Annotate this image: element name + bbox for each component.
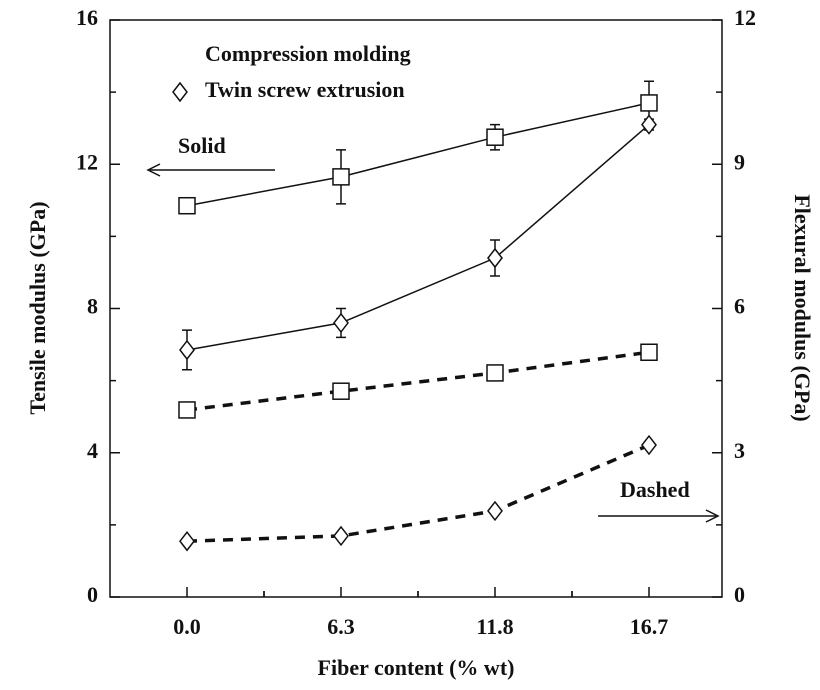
line	[186, 124, 650, 351]
x-tick-label: 0.0	[173, 614, 201, 639]
marker	[641, 114, 657, 135]
marker	[172, 81, 188, 103]
marker	[179, 531, 195, 552]
legend-label: Twin screw extrusion	[205, 77, 405, 102]
marker	[487, 500, 503, 522]
arrow-head	[146, 163, 161, 177]
marker	[179, 339, 195, 361]
marker	[333, 312, 349, 334]
marker	[640, 94, 658, 112]
y2-tick-label: 9	[734, 149, 745, 174]
y-tick-label: 4	[87, 438, 98, 463]
marker	[332, 168, 350, 186]
marker	[178, 196, 196, 215]
y-tick-label: 8	[87, 294, 98, 319]
y2-tick-label: 6	[734, 294, 745, 319]
line	[186, 102, 650, 207]
y-tick-label: 16	[76, 5, 98, 30]
marker	[641, 434, 657, 456]
marker	[486, 364, 504, 382]
y2-tick-label: 12	[734, 5, 756, 30]
y-axis-title: Tensile modulus (GPa)	[25, 201, 50, 414]
annotation: Solid	[178, 133, 226, 158]
arrow-head	[705, 509, 720, 523]
x-tick-label: 11.8	[476, 614, 513, 639]
x-axis-title: Fiber content (% wt)	[318, 655, 515, 680]
marker	[332, 382, 350, 400]
y-tick-label: 0	[87, 582, 98, 607]
dashed-line	[186, 350, 650, 412]
y2-tick-label: 0	[734, 582, 745, 607]
marker	[486, 128, 504, 146]
annotation: Dashed	[620, 477, 690, 502]
y2-axis-title: Flexural modulus (GPa)	[790, 194, 815, 421]
marker	[487, 247, 503, 269]
marker	[333, 525, 349, 547]
x-tick-label: 16.7	[630, 614, 669, 639]
legend-label: Compression molding	[205, 41, 411, 66]
dashed-line	[186, 443, 650, 543]
x-tick-label: 6.3	[327, 614, 355, 639]
y2-tick-label: 3	[734, 438, 745, 463]
marker	[640, 343, 658, 362]
marker	[178, 401, 196, 419]
y-tick-label: 12	[76, 149, 98, 174]
